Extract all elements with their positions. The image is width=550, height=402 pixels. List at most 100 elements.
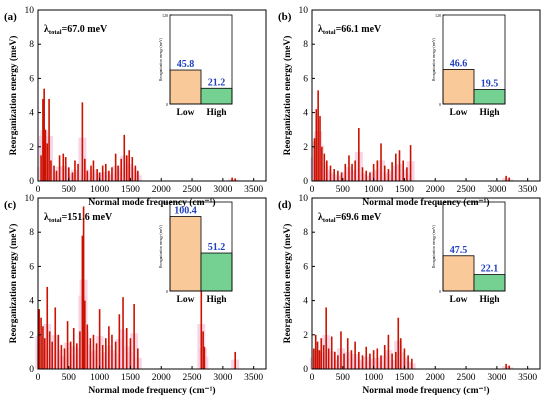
inset-category-label: High [206,295,227,305]
y-tick-label: 2 [303,331,308,341]
inset-y-tick-label: 120 [435,200,441,205]
lambda-subscript: total [49,29,62,36]
x-tick-label: 0 [310,185,315,195]
x-axis-title: Normal mode frequency (cm⁻¹) [362,197,489,208]
inset-y-axis-title: Reorganization energy (meV) [432,224,436,268]
panel-label: (d) [278,199,292,211]
inset-category-label: High [206,108,227,118]
lambda-value: =151.6 meV [62,212,113,223]
x-tick-label: 1000 [364,185,383,195]
inset-value-label: 45.8 [177,59,195,70]
lambda-total-label: λtotal=151.6 meV [44,212,113,224]
inset-value-label: 22.1 [481,264,499,275]
y-tick-label: 4 [29,297,34,307]
y-tick-label: 8 [303,40,308,50]
lambda-total-label: λtotal=67.0 meV [44,24,108,36]
y-tick-label: 8 [29,228,34,238]
inset-category-label: High [479,108,500,118]
x-tick-label: 1000 [364,373,383,383]
y-tick-label: 10 [299,194,309,204]
y-tick-label: 2 [29,331,34,341]
y-tick-label: 10 [25,194,35,204]
inset-bar-high [474,90,505,104]
x-tick-label: 0 [310,373,315,383]
x-tick-label: 3500 [518,373,537,383]
y-tick-label: 0 [303,177,308,187]
x-tick-label: 2500 [457,185,476,195]
x-tick-label: 2000 [426,185,445,195]
y-tick-label: 6 [29,74,34,84]
y-tick-label: 4 [303,297,308,307]
lambda-subscript: total [323,217,336,224]
y-tick-label: 6 [303,262,308,272]
plot-frame [312,10,540,181]
y-axis-title: Reorganization energy (meV) [282,36,293,156]
inset-y-tick-label: 0 [439,102,441,107]
inset-bar-low [170,217,201,291]
inset-y-tick-label: 0 [166,289,168,294]
inset-bar-low [443,69,474,104]
inset-y-axis-title: Reorganization energy (meV) [159,224,163,268]
panel-d: 0 500 1000 1500 2000 2500 3000 3500 0 2 4 6 8 10 Norma… [278,194,540,396]
y-tick-label: 6 [29,262,34,272]
x-tick-label: 3500 [518,185,537,195]
inset-value-label: 47.5 [450,245,468,256]
lambda-value: =69.6 meV [336,212,382,223]
y-tick-label: 8 [303,228,308,238]
x-tick-label: 0 [36,373,41,383]
inset-bar-high [201,253,232,291]
inset-chart: 45.8Low21.2High0120Reorganization energy… [159,13,232,118]
x-tick-label: 500 [62,185,77,195]
y-tick-label: 6 [303,74,308,84]
x-tick-label: 2000 [152,373,171,383]
inset-bar-low [443,256,474,291]
x-tick-label: 3500 [244,185,263,195]
lambda-value: =67.0 meV [62,24,108,35]
x-tick-label: 3500 [244,373,263,383]
lambda-total-label: λtotal=69.6 meV [318,212,382,224]
x-tick-label: 3000 [487,373,506,383]
lambda-total-label: λtotal=66.1 meV [318,24,382,36]
x-tick-label: 3000 [213,185,232,195]
y-tick-label: 10 [299,6,309,16]
y-tick-label: 8 [29,40,34,50]
x-tick-label: 1000 [90,185,109,195]
x-tick-label: 2000 [426,373,445,383]
plot-frame [312,198,540,369]
inset-y-tick-label: 0 [439,289,441,294]
inset-y-tick-label: 0 [166,102,168,107]
x-tick-label: 500 [336,185,351,195]
panel-label: (a) [4,11,17,23]
y-tick-label: 0 [303,365,308,375]
inset-bar-high [201,88,232,104]
panel-c: 0 500 1000 1500 2000 2500 3000 3500 0 2 4 6 8 10 Norma… [4,194,266,396]
x-tick-label: 1500 [121,185,140,195]
panel-label: (c) [4,199,17,211]
y-tick-label: 4 [303,109,308,119]
inset-category-label: Low [177,108,195,118]
inset-value-label: 19.5 [481,79,499,90]
x-tick-label: 500 [62,373,77,383]
x-tick-label: 3000 [213,373,232,383]
y-axis-title: Reorganization energy (meV) [282,224,293,344]
x-tick-label: 0 [36,185,41,195]
x-tick-label: 2500 [183,373,202,383]
panel-a: 0 500 1000 1500 2000 2500 3000 3500 0 2 4 6 8 10 Norma… [4,6,266,208]
y-tick-label: 0 [29,365,34,375]
panel-label: (b) [278,11,292,23]
x-tick-label: 2000 [152,185,171,195]
inset-y-tick-label: 120 [162,200,168,205]
x-axis-title: Normal mode frequency (cm⁻¹) [362,385,489,396]
x-tick-label: 500 [336,373,351,383]
x-tick-label: 3000 [487,185,506,195]
inset-bar-high [474,275,505,291]
inset-value-label: 21.2 [208,77,226,88]
x-tick-label: 2500 [457,373,476,383]
x-tick-label: 1500 [395,185,414,195]
inset-category-label: Low [450,108,468,118]
inset-y-axis-title: Reorganization energy (meV) [159,37,163,81]
lambda-subscript: total [49,217,62,224]
inset-category-label: Low [177,295,195,305]
inset-category-label: Low [450,295,468,305]
